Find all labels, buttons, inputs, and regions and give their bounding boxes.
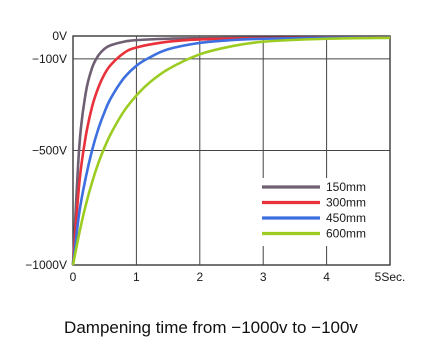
x-tick-label: 0 (70, 270, 77, 284)
x-tick-label: 3 (260, 270, 267, 284)
legend-label: 600mm (326, 227, 366, 241)
axis-label-layer: 0 1 2 3 4 5Sec. 0V −100V −500V −1000V (25, 29, 405, 284)
y-tick-label: −1000V (25, 258, 67, 272)
y-tick-label: −500V (32, 144, 67, 158)
series-line-450mm (71, 36, 391, 266)
legend-label: 150mm (326, 180, 366, 194)
series-line-600mm (71, 36, 391, 266)
x-tick-label: 5Sec. (375, 270, 406, 284)
x-tick-label: 1 (133, 270, 140, 284)
y-tick-label: −100V (32, 52, 67, 66)
x-axis-title: Dampening time from −1000v to −100v (64, 318, 358, 337)
legend-label: 450mm (326, 211, 366, 225)
legend-label: 300mm (326, 196, 366, 210)
series-layer (71, 36, 391, 266)
x-tick-label: 4 (323, 270, 330, 284)
y-tick-label: 0V (52, 29, 67, 43)
x-tick-label: 2 (196, 270, 203, 284)
